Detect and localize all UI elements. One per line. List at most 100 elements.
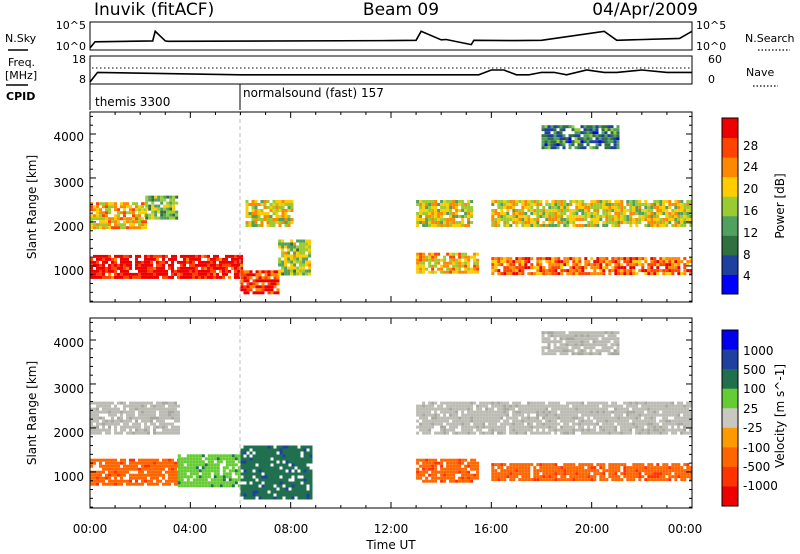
velocity-cell [668,404,672,408]
velocity-cell [491,469,495,473]
velocity-cell [581,428,585,432]
velocity-cell [566,466,570,470]
velocity-cell [264,496,268,500]
power-cell [428,261,432,265]
power-cell [578,269,582,273]
power-cell [596,272,600,276]
power-cell [554,209,558,212]
velocity-cell [671,410,675,414]
velocity-cell [90,422,93,426]
power-cell [192,257,195,261]
velocity-cell [571,346,575,350]
velocity-cell [428,464,432,468]
velocity-cell [595,337,599,341]
power-cell [437,218,441,221]
power-cell [527,200,531,203]
velocity-cell [620,404,624,408]
velocity-cell [503,419,507,423]
velocity-cell [294,469,298,473]
velocity-cell [650,478,654,482]
velocity-cell [617,413,621,417]
velocity-cell [446,428,450,432]
velocity-cell [276,490,280,494]
velocity-cell [90,464,93,468]
velocity-cell [565,337,569,341]
velocity-cell [150,461,153,465]
power-cell [566,221,570,224]
velocity-cell [515,475,519,479]
velocity-cell [542,407,546,411]
power-cell [172,207,176,211]
velocity-cell [473,458,477,462]
velocity-cell [568,331,572,335]
power-cell [440,267,444,271]
velocity-cell [171,470,174,474]
power-cell [614,272,618,276]
velocity-cell [593,404,597,408]
power-cell [443,255,447,259]
power-cell [287,254,291,258]
power-cell [183,269,186,273]
power-cell [674,221,678,224]
velocity-cell [476,428,480,432]
velocity-cell [126,422,129,426]
velocity-cell [270,472,274,476]
power-cell [686,260,690,264]
velocity-cell [542,425,546,429]
power-cell [135,208,138,212]
power-cell [195,254,198,258]
power-cell [117,217,120,221]
velocity-cell [422,422,426,426]
velocity-cell [440,419,444,423]
velocity-cell [479,407,483,411]
power-cell [281,206,285,209]
velocity-cell [219,484,223,488]
power-cell [293,254,297,258]
power-cell [240,279,244,283]
velocity-cell [291,460,295,464]
velocity-cell [572,431,576,435]
velocity-cell [180,457,184,461]
velocity-cell [273,490,277,494]
velocity-cell [96,407,99,411]
power-cell [302,242,306,246]
velocity-cell [527,419,531,423]
power-cell [281,239,285,243]
power-cell [665,263,669,267]
velocity-cell [580,331,584,335]
power-cell [515,203,519,206]
velocity-cell [159,467,162,471]
velocity-ytick-4000: 4000 [53,336,84,350]
velocity-cell [509,469,513,473]
velocity-cell [671,466,675,470]
power-cell [99,269,102,273]
velocity-cell [171,461,174,465]
power-cell [192,254,195,258]
velocity-cell [542,472,546,476]
velocity-cell [553,334,557,338]
power-cell [548,263,552,267]
velocity-cell [168,473,171,477]
power-cell [290,206,294,209]
power-cell [172,195,176,199]
velocity-cell [491,425,495,429]
power-cell [207,254,210,258]
velocity-cell [541,346,545,350]
velocity-cell [545,478,549,482]
velocity-cell [267,475,271,479]
velocity-cell [440,467,444,471]
velocity-cell [638,407,642,411]
velocity-cell [506,416,510,420]
velocity-cell [479,419,483,423]
velocity-cell [96,482,99,486]
power-cell [556,146,560,150]
velocity-cell [288,496,292,500]
power-cell [614,257,618,261]
power-cell [601,125,605,129]
velocity-cell [503,469,507,473]
velocity-cell [276,472,280,476]
velocity-cell [246,457,250,461]
velocity-cell [665,463,669,467]
power-cell [554,212,558,215]
power-cell [284,266,288,270]
